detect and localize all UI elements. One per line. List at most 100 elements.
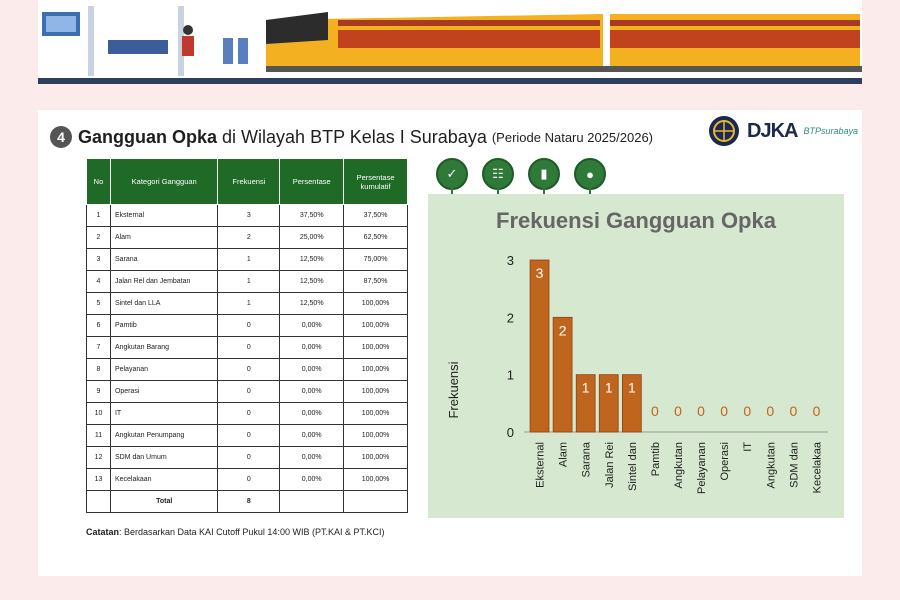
table-row: 5 Sintel dan LLA 1 12,50% 100,00% <box>86 292 408 315</box>
title-bold: Gangguan Opka <box>78 126 218 147</box>
cell-no: 12 <box>86 446 111 469</box>
cell-cumulative: 100,00% <box>343 292 408 315</box>
cell-category: Sarana <box>109 248 219 271</box>
ministry-emblem-icon <box>709 116 740 146</box>
table-row: 13 Kecelakaan 0 0,00% 100,00% <box>86 468 408 491</box>
total-value: 8 <box>217 490 281 513</box>
cell-frequency: 0 <box>217 468 281 491</box>
footnote-label: Catatan <box>86 527 120 537</box>
table-row: 2 Alam 2 25,00% 62,50% <box>86 226 408 249</box>
data-label: 0 <box>697 403 705 419</box>
cell-category: Angkutan Barang <box>109 336 219 359</box>
col-cumulative: Persentase kumulatif <box>343 158 408 205</box>
total-empty-cell <box>343 490 408 513</box>
cell-no: 5 <box>86 292 111 315</box>
table-total-row: Total 8 <box>86 490 408 513</box>
logo-group: DJKA BTPsurabaya <box>707 114 858 148</box>
cell-percentage: 0,00% <box>279 402 345 425</box>
cell-percentage: 0,00% <box>279 446 345 469</box>
cell-category: Sintel dan LLA <box>109 292 219 315</box>
x-tick-label: Kecelakaa <box>811 441 823 493</box>
data-label: 0 <box>813 403 821 419</box>
data-label: 1 <box>582 380 590 396</box>
cell-frequency: 0 <box>217 446 281 469</box>
data-label: 1 <box>628 380 636 396</box>
cell-category: Operasi <box>109 380 219 403</box>
bar-chart-icon: ▮ <box>528 158 560 195</box>
y-axis-label: Frekuensi <box>446 361 461 418</box>
bar <box>575 374 596 433</box>
cell-no: 7 <box>86 336 111 359</box>
cell-frequency: 1 <box>217 292 281 315</box>
cell-no: 8 <box>86 358 111 381</box>
cell-percentage: 0,00% <box>279 358 345 381</box>
total-empty-cell <box>86 490 111 513</box>
col-frequency: Frekuensi <box>217 158 281 205</box>
cell-category: Pamtib <box>109 314 219 337</box>
chart-title: Frekuensi Gangguan Opka <box>496 208 777 233</box>
table-header-row: No Kategori Gangguan Frekuensi Persentas… <box>86 158 408 205</box>
data-label: 0 <box>743 403 751 419</box>
cell-frequency: 0 <box>217 336 281 359</box>
footnote: Catatan: Berdasarkan Data KAI Cutoff Puk… <box>86 526 396 539</box>
cell-cumulative: 100,00% <box>343 380 408 403</box>
x-tick-label: Operasi <box>719 442 731 481</box>
cell-no: 1 <box>86 204 111 227</box>
cell-category: Alam <box>109 226 219 249</box>
data-label: 0 <box>766 403 774 419</box>
x-tick-label: IT <box>742 442 754 452</box>
table-row: 1 Eksternal 3 37,50% 37,50% <box>86 204 408 227</box>
table-row: 12 SDM dan Umum 0 0,00% 100,00% <box>86 446 408 469</box>
cell-no: 2 <box>86 226 111 249</box>
table-row: 7 Angkutan Barang 0 0,00% 100,00% <box>86 336 408 359</box>
cell-no: 10 <box>86 402 111 425</box>
cell-no: 9 <box>86 380 111 403</box>
cell-cumulative: 62,50% <box>343 226 408 249</box>
footnote-text: : Berdasarkan Data KAI Cutoff Pukul 14:0… <box>119 527 385 537</box>
data-label: 0 <box>651 403 659 419</box>
cell-percentage: 0,00% <box>279 336 345 359</box>
cell-percentage: 0,00% <box>279 380 345 403</box>
cell-no: 3 <box>86 248 111 271</box>
cell-category: Angkutan Penumpang <box>109 424 219 447</box>
data-label: 1 <box>605 380 613 396</box>
cell-category: Jalan Rel dan Jembatan <box>109 270 219 293</box>
cell-percentage: 12,50% <box>279 270 345 293</box>
y-tick-label: 0 <box>507 425 514 440</box>
table-row: 3 Sarana 1 12,50% 75,00% <box>86 248 408 271</box>
bar <box>621 374 642 433</box>
table-row: 9 Operasi 0 0,00% 100,00% <box>86 380 408 403</box>
cell-frequency: 0 <box>217 424 281 447</box>
x-tick-label: SDM dan <box>788 442 800 488</box>
cell-category: SDM dan Umum <box>109 446 219 469</box>
data-label: 0 <box>720 403 728 419</box>
cell-category: Eksternal <box>109 204 219 227</box>
cell-percentage: 12,50% <box>279 248 345 271</box>
cell-category: Kecelakaan <box>109 468 219 491</box>
x-tick-label: Angkutan <box>673 442 685 488</box>
title-rest: di Wilayah BTP Kelas I Surabaya <box>217 126 487 147</box>
cell-cumulative: 75,00% <box>343 248 408 271</box>
cell-category: Pelayanan <box>109 358 219 381</box>
x-tick-label: Alam <box>558 442 570 467</box>
data-label: 2 <box>559 322 567 338</box>
bar-chart: Frekuensi Gangguan Opka Frekuensi 01233E… <box>446 208 828 494</box>
section-number-badge: 4 <box>50 126 72 148</box>
table-row: 11 Angkutan Penumpang 0 0,00% 100,00% <box>86 424 408 447</box>
category-icons: ✓ ☷ ▮ ● <box>436 158 606 195</box>
cell-no: 11 <box>86 424 111 447</box>
cell-frequency: 2 <box>217 226 281 249</box>
cell-cumulative: 100,00% <box>343 468 408 491</box>
cell-cumulative: 100,00% <box>343 446 408 469</box>
total-label: Total <box>109 490 219 513</box>
cell-percentage: 0,00% <box>279 468 345 491</box>
cell-no: 13 <box>86 468 111 491</box>
cell-cumulative: 87,50% <box>343 270 408 293</box>
table-row: 8 Pelayanan 0 0,00% 100,00% <box>86 358 408 381</box>
x-tick-label: Pelayanan <box>696 442 708 494</box>
title-text: Gangguan Opka di Wilayah BTP Kelas I Sur… <box>78 127 487 148</box>
cell-percentage: 25,00% <box>279 226 345 249</box>
train-station-illustration <box>38 0 862 84</box>
cell-frequency: 1 <box>217 248 281 271</box>
